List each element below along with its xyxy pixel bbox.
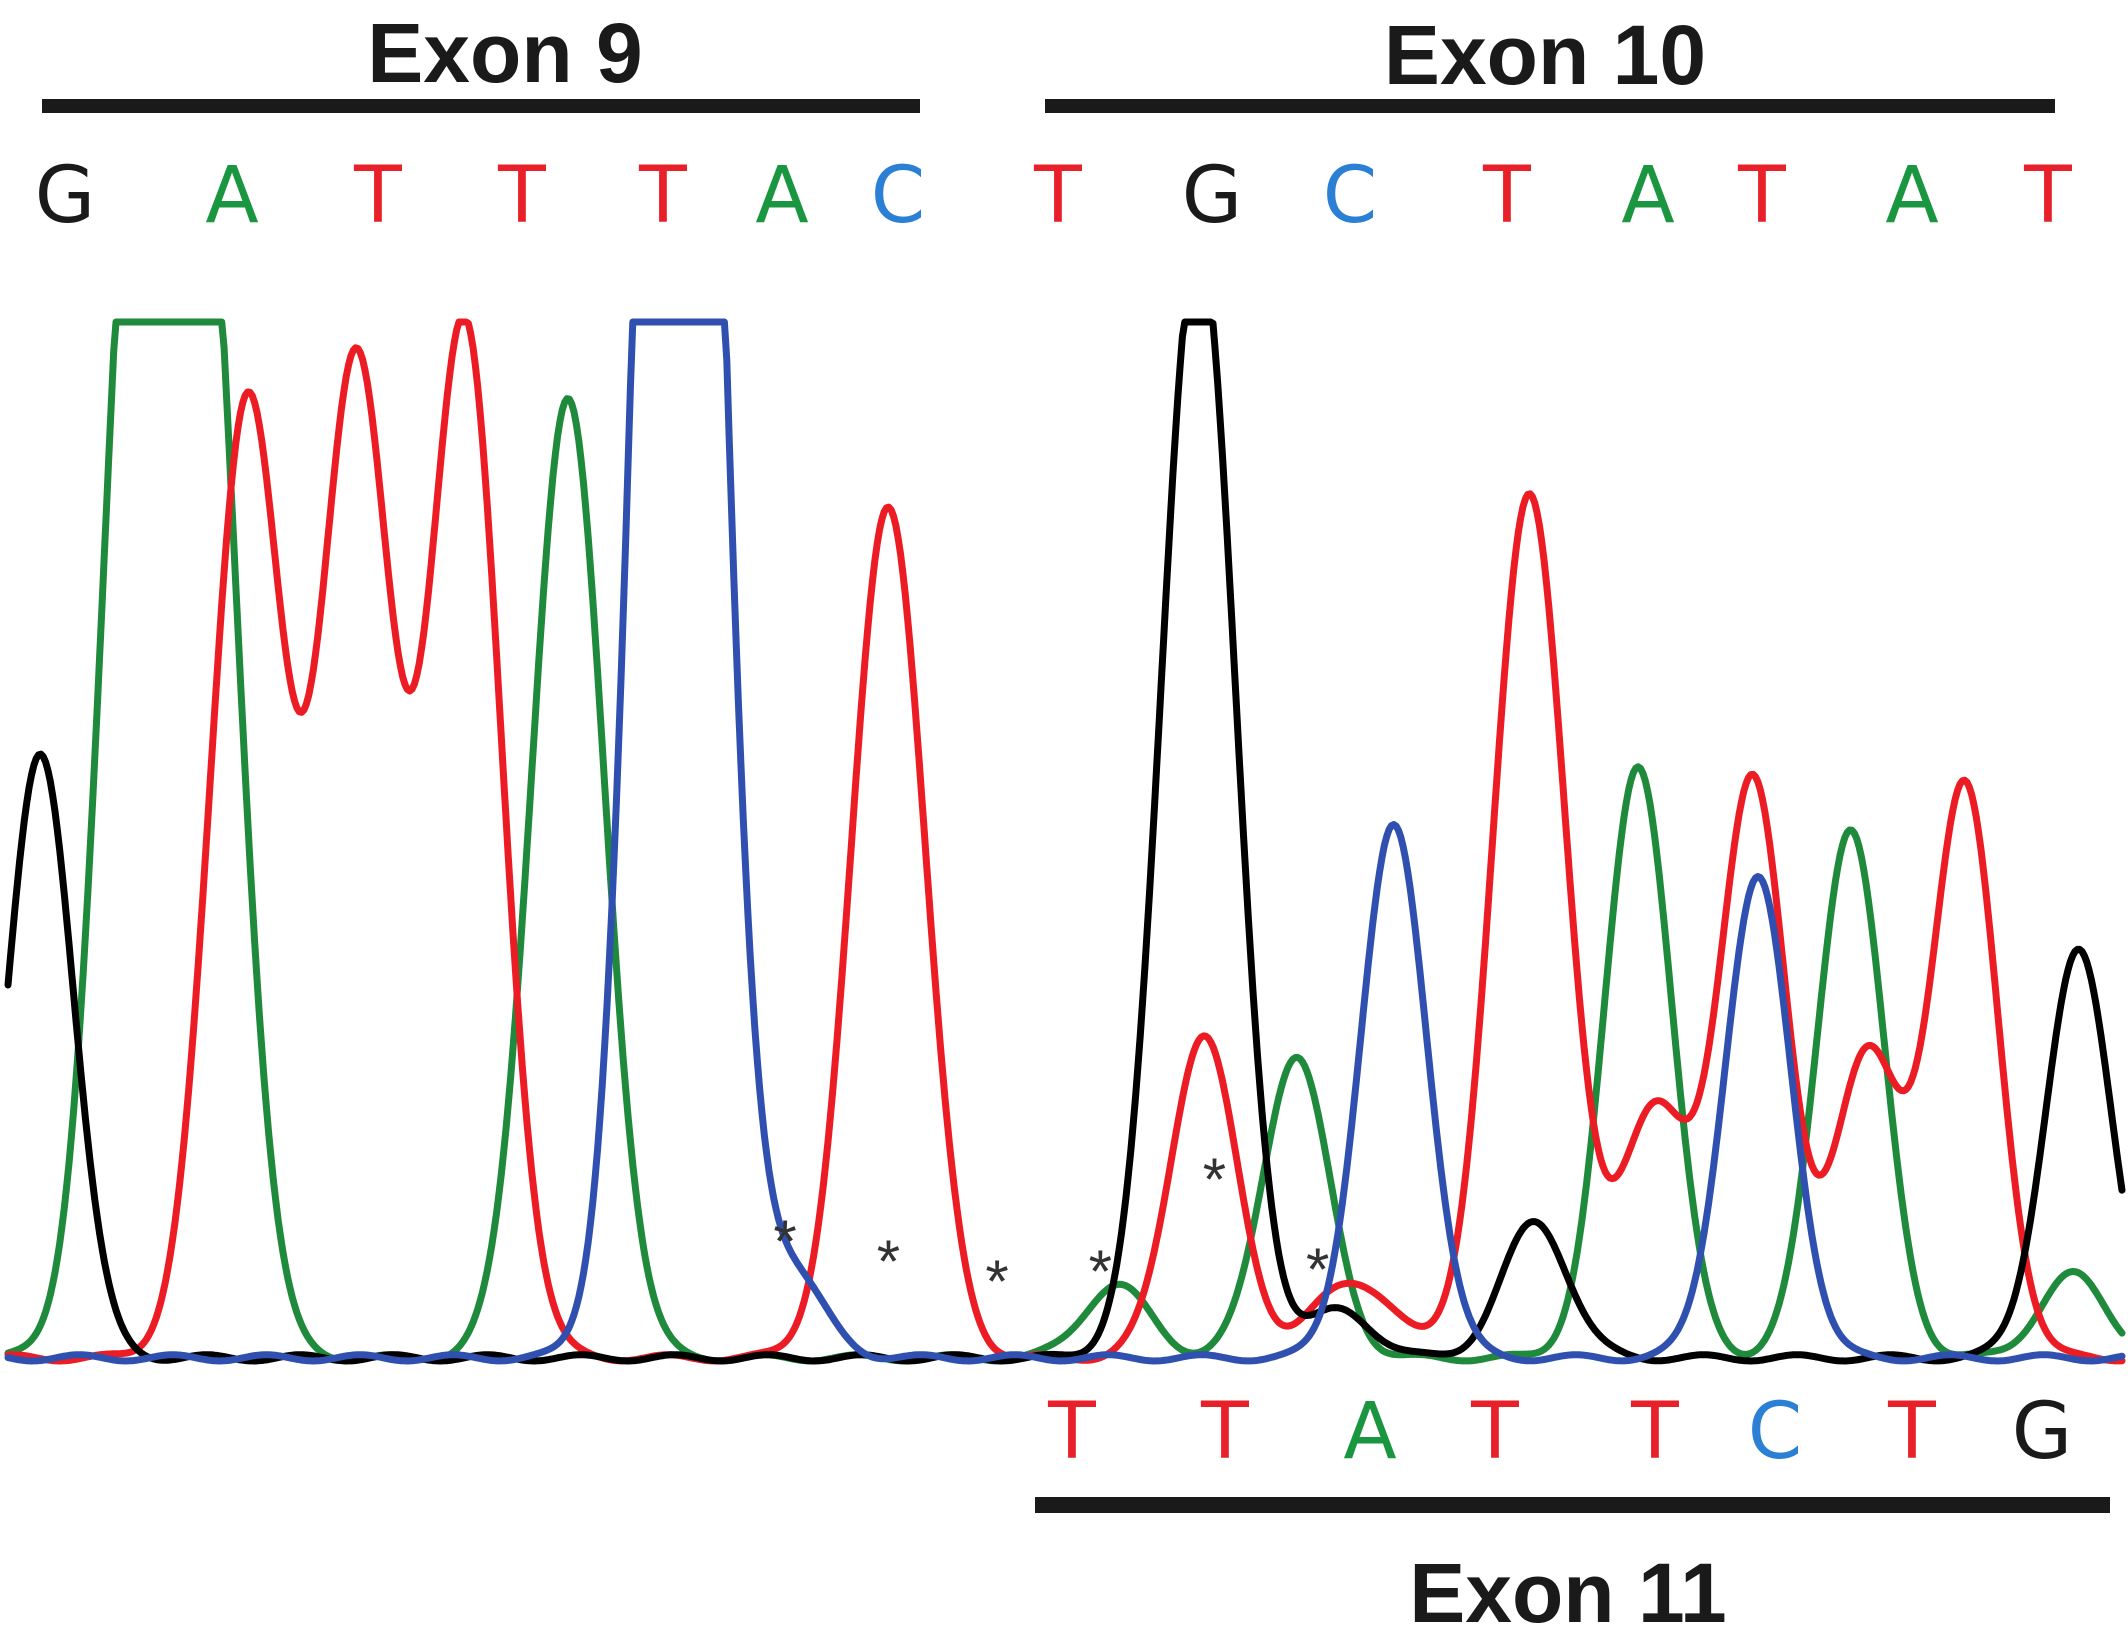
star-markers: * * * * * * <box>773 1146 1329 1315</box>
star-marker-2: * <box>985 1248 1008 1315</box>
top-base-14: T <box>2023 151 2072 241</box>
exon-9-label: Exon 9 <box>367 6 642 100</box>
bottom-base-1: T <box>1200 1387 1249 1477</box>
top-base-9: C <box>1323 151 1377 241</box>
trace-G <box>4 318 2126 1365</box>
bottom-base-0: T <box>1047 1387 1096 1477</box>
top-base-3: T <box>497 151 546 241</box>
top-base-4: T <box>638 151 687 241</box>
top-base-5: A <box>755 151 808 241</box>
top-base-10: T <box>1482 151 1531 241</box>
exon-9-bar <box>42 99 920 113</box>
top-base-2: T <box>353 151 402 241</box>
top-base-11: A <box>1621 151 1674 241</box>
top-base-8: G <box>1182 151 1242 241</box>
top-base-13: A <box>1885 151 1938 241</box>
top-base-7: T <box>1033 151 1082 241</box>
star-marker-3: * <box>1089 1238 1112 1305</box>
bottom-base-3: T <box>1470 1387 1519 1477</box>
top-base-0: G <box>35 151 95 241</box>
bottom-base-5: C <box>1748 1387 1802 1477</box>
exon-10-bar <box>1045 99 2055 113</box>
exon-11-label: Exon 11 <box>1409 1546 1727 1628</box>
bottom-base-2: A <box>1343 1387 1396 1477</box>
top-base-6: C <box>871 151 925 241</box>
chromatogram-traces <box>4 318 2126 1365</box>
exon-10-label: Exon 10 <box>1384 8 1706 102</box>
star-marker-4: * <box>1203 1146 1226 1213</box>
top-base-12: T <box>1737 151 1786 241</box>
exon-11-bar <box>1035 1497 2110 1513</box>
star-marker-5: * <box>1306 1236 1329 1303</box>
star-marker-1: * <box>877 1228 900 1295</box>
star-marker-0: * <box>773 1208 796 1275</box>
trace-C <box>4 318 2126 1365</box>
bottom-base-4: T <box>1630 1387 1679 1477</box>
bottom-base-7: G <box>2012 1387 2072 1477</box>
top-base-1: A <box>205 151 258 241</box>
bottom-base-6: T <box>1887 1387 1936 1477</box>
